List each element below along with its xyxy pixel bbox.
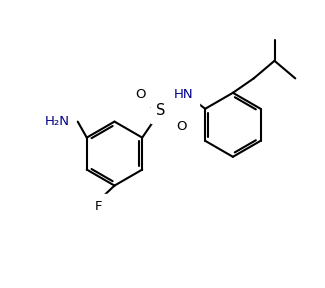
Text: H₂N: H₂N	[45, 115, 70, 128]
Text: S: S	[156, 103, 166, 118]
Text: HN: HN	[174, 88, 193, 101]
Text: F: F	[95, 200, 102, 213]
Text: O: O	[176, 120, 187, 133]
Text: O: O	[135, 88, 145, 101]
